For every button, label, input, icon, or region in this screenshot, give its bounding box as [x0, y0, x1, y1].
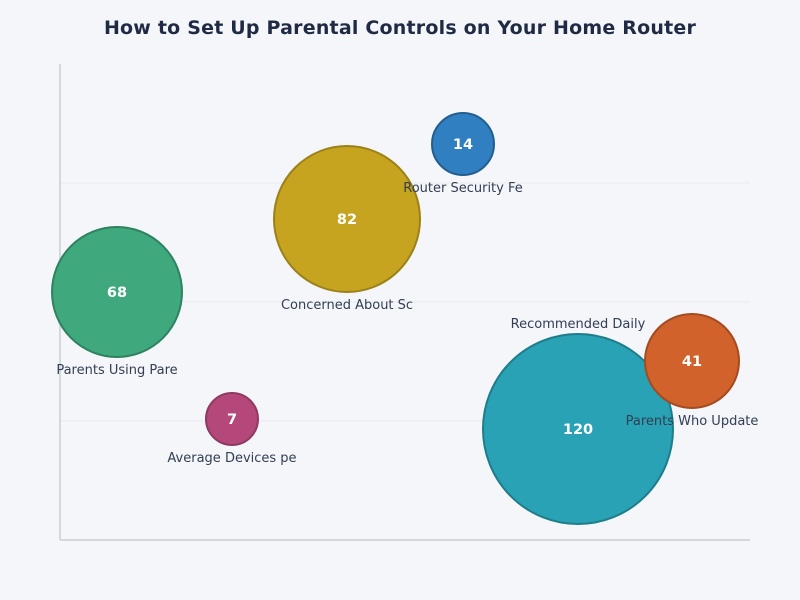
bubble-label: Parents Using Pare — [56, 363, 177, 378]
bubble-value: 68 — [107, 285, 127, 301]
bubble-label: Parents Who Update — [626, 414, 759, 429]
bubble-value: 41 — [682, 354, 702, 370]
bubble-value: 7 — [227, 412, 237, 428]
bubble-value: 120 — [563, 422, 593, 438]
bubble — [205, 392, 259, 446]
bubble-label: Recommended Daily — [511, 317, 646, 332]
bubble-label: Concerned About Sc — [281, 298, 413, 313]
bubble-label: Router Security Fe — [403, 181, 523, 196]
bubble-label: Average Devices pe — [167, 451, 296, 466]
bubble — [482, 333, 674, 525]
bubble-value: 82 — [337, 212, 357, 228]
bubble — [431, 112, 495, 176]
chart-title: How to Set Up Parental Controls on Your … — [103, 17, 697, 39]
bubble-value: 14 — [453, 137, 473, 153]
bubble — [644, 313, 740, 409]
bubble — [273, 145, 421, 293]
bubble — [51, 226, 183, 358]
